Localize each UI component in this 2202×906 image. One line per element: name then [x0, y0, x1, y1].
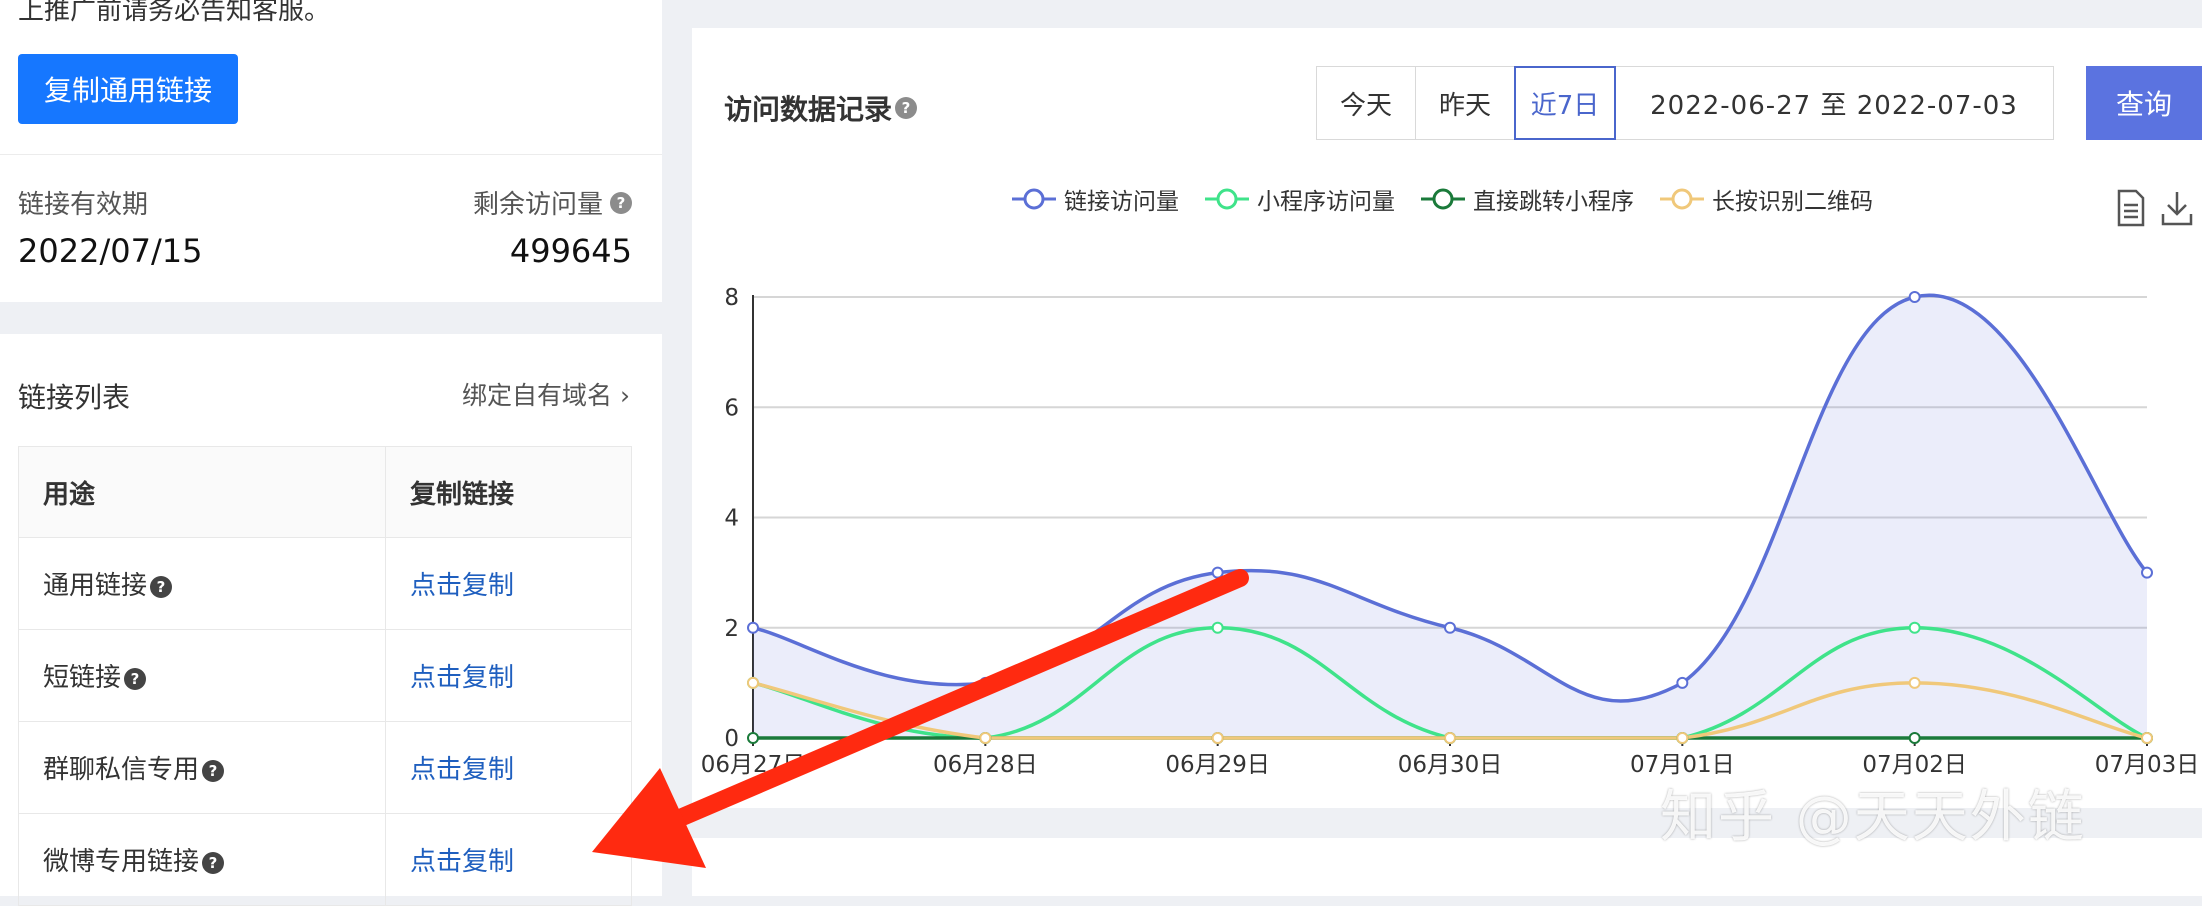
data-view-icon[interactable] — [2114, 188, 2148, 228]
data-point — [1444, 732, 1456, 744]
legend-item-qr-scan[interactable]: 长按识别二维码 — [1660, 182, 1873, 216]
row-action-cell: 点击复制 — [385, 813, 632, 906]
x-tick-label: 06月27日 — [701, 752, 806, 778]
copy-link-button[interactable]: 点击复制 — [410, 847, 515, 877]
notice-text: 上推广前请务必告知客服。 — [18, 0, 331, 26]
data-point — [1908, 291, 1921, 303]
row-name: 短链接 — [43, 663, 122, 693]
divider — [0, 154, 662, 155]
legend-label: 长按识别二维码 — [1712, 189, 1873, 215]
date-range-picker[interactable]: 2022-06-27 至 2022-07-03 — [1650, 90, 2018, 121]
link-summary-panel: 上推广前请务必告知客服。 复制通用链接 链接有效期 2022/07/15 剩余访… — [0, 0, 662, 302]
row-name-cell: 短链接? — [18, 629, 386, 722]
tab-last-7-days[interactable]: 近7日 — [1514, 66, 1616, 140]
tab-today[interactable]: 今天 — [1317, 67, 1416, 139]
column-header-usage: 用途 — [18, 446, 386, 538]
link-list-panel: 链接列表 绑定自有域名 › 用途 复制链接 通用链接? 点击复制 短链接? 点击… — [0, 334, 662, 906]
data-point — [1444, 621, 1456, 634]
help-icon[interactable]: ? — [124, 667, 147, 690]
visit-records-title: 访问数据记录 — [724, 93, 893, 126]
y-tick-label: 8 — [724, 285, 739, 311]
date-filter: 今天 昨天 近7日 2022-06-27 至 2022-07-03 — [1316, 66, 2054, 140]
row-name: 通用链接 — [43, 571, 148, 601]
legend-item-direct-jump[interactable]: 直接跳转小程序 — [1421, 182, 1634, 216]
data-point — [1908, 676, 1921, 689]
data-point — [1908, 732, 1921, 744]
legend-label: 小程序访问量 — [1257, 189, 1395, 215]
legend-item-mini-visits[interactable]: 小程序访问量 — [1205, 182, 1395, 216]
link-table: 用途 复制链接 通用链接? 点击复制 短链接? 点击复制 群聊私信专用? 点击复… — [18, 446, 632, 906]
table-row: 群聊私信专用? 点击复制 — [18, 721, 632, 814]
remaining-value: 499645 — [509, 232, 632, 270]
help-icon[interactable]: ? — [202, 851, 225, 874]
legend-marker — [1012, 188, 1056, 210]
copy-link-button[interactable]: 点击复制 — [410, 663, 515, 693]
legend-marker — [1421, 188, 1465, 210]
legend-label: 链接访问量 — [1064, 189, 1179, 215]
x-tick-label: 06月29日 — [1165, 752, 1270, 778]
copy-link-button[interactable]: 点击复制 — [410, 755, 515, 785]
remaining-label: 剩余访问量 — [472, 190, 603, 220]
data-point — [2141, 732, 2153, 744]
x-tick-label: 06月28日 — [933, 752, 1038, 778]
copy-general-link-button[interactable]: 复制通用链接 — [18, 54, 238, 124]
bind-domain-link[interactable]: 绑定自有域名 › — [462, 381, 630, 410]
remaining-label-wrap: 剩余访问量 ? — [473, 184, 632, 221]
x-tick-label: 07月01日 — [1630, 752, 1735, 778]
data-point — [1676, 676, 1689, 689]
data-point — [747, 676, 759, 689]
x-tick-label: 06月30日 — [1398, 752, 1503, 778]
copy-link-button[interactable]: 点击复制 — [410, 571, 515, 601]
help-icon[interactable]: ? — [202, 759, 225, 782]
help-icon[interactable]: ? — [150, 575, 173, 598]
data-point — [1211, 621, 1224, 634]
data-point — [1908, 621, 1921, 634]
row-action-cell: 点击复制 — [385, 721, 632, 814]
data-point — [2141, 566, 2153, 579]
legend-item-link-visits[interactable]: 链接访问量 — [1012, 182, 1179, 216]
data-point — [1676, 732, 1689, 744]
link-list-title: 链接列表 — [18, 381, 131, 414]
visits-line-chart: 0 2 4 6 8 06月27日 06月28日 06月29日 06月30日 07月01日 07月02… — [701, 285, 2200, 778]
table-header-row: 用途 复制链接 — [18, 446, 632, 538]
column-header-copy: 复制链接 — [385, 446, 632, 538]
data-point — [1211, 732, 1224, 744]
row-name-cell: 微博专用链接? — [18, 813, 386, 906]
data-point — [979, 732, 992, 744]
table-row: 短链接? 点击复制 — [18, 629, 632, 722]
download-icon[interactable] — [2160, 188, 2194, 228]
row-name: 微博专用链接 — [43, 847, 200, 877]
query-button[interactable]: 查询 — [2086, 66, 2202, 140]
row-name: 群聊私信专用 — [43, 755, 200, 785]
validity-label: 链接有效期 — [18, 190, 149, 220]
x-tick-label: 07月03日 — [2095, 752, 2200, 778]
row-name-cell: 群聊私信专用? — [18, 721, 386, 814]
x-tick-label: 07月02日 — [1862, 752, 1967, 778]
data-point — [979, 676, 992, 689]
legend-marker — [1660, 188, 1704, 210]
y-tick-label: 2 — [724, 616, 739, 642]
legend-marker — [1205, 188, 1249, 210]
help-icon[interactable]: ? — [610, 191, 632, 214]
validity-value: 2022/07/15 — [18, 232, 203, 270]
series-area — [753, 295, 2147, 738]
table-row: 微博专用链接? 点击复制 — [18, 813, 632, 906]
watermark-text: 知乎 @天天外链 — [1660, 785, 2086, 850]
y-tick-label: 6 — [724, 395, 739, 421]
help-icon[interactable]: ? — [895, 97, 918, 119]
y-tick-label: 0 — [724, 726, 739, 752]
y-tick-label: 4 — [724, 506, 739, 532]
data-point — [1211, 566, 1224, 579]
row-action-cell: 点击复制 — [385, 537, 632, 630]
legend-label: 直接跳转小程序 — [1473, 189, 1634, 215]
lower-panel — [692, 838, 2202, 896]
row-name-cell: 通用链接? — [18, 537, 386, 630]
chart-legend: 链接访问量 小程序访问量 直接跳转小程序 长按识别二维码 — [1012, 182, 1873, 216]
data-point — [747, 732, 759, 744]
table-row: 通用链接? 点击复制 — [18, 537, 632, 630]
row-action-cell: 点击复制 — [385, 629, 632, 722]
data-point — [747, 621, 759, 634]
visit-records-title-wrap: 访问数据记录 ? — [724, 88, 918, 128]
